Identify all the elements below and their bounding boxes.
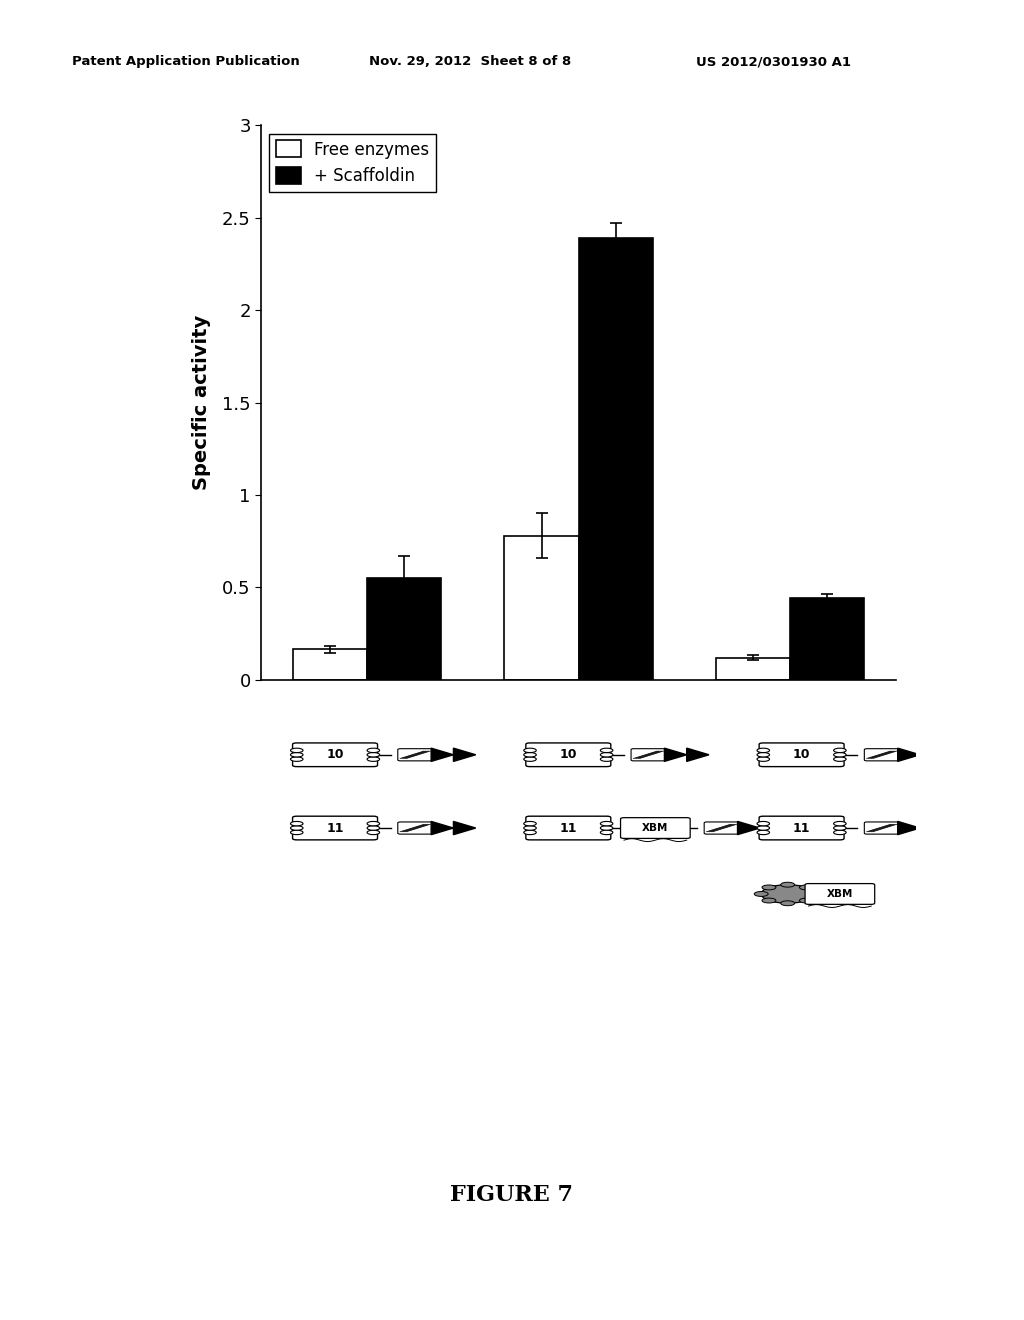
Circle shape — [600, 821, 613, 826]
Polygon shape — [431, 821, 454, 834]
Circle shape — [762, 884, 776, 890]
Text: 10: 10 — [559, 748, 578, 762]
Circle shape — [757, 826, 770, 830]
Text: 11: 11 — [327, 821, 344, 834]
Bar — [367, 578, 441, 680]
Text: Patent Application Publication: Patent Application Publication — [72, 55, 299, 69]
Circle shape — [523, 826, 537, 830]
Circle shape — [600, 752, 613, 756]
Circle shape — [780, 882, 795, 887]
Circle shape — [757, 752, 770, 756]
Text: 11: 11 — [793, 821, 810, 834]
Polygon shape — [665, 748, 687, 762]
Circle shape — [800, 898, 813, 903]
Circle shape — [757, 748, 770, 752]
FancyBboxPatch shape — [759, 816, 844, 840]
Circle shape — [291, 752, 303, 756]
FancyBboxPatch shape — [805, 883, 874, 904]
Text: Nov. 29, 2012  Sheet 8 of 8: Nov. 29, 2012 Sheet 8 of 8 — [369, 55, 571, 69]
Polygon shape — [431, 748, 454, 762]
FancyBboxPatch shape — [631, 748, 666, 760]
Circle shape — [523, 752, 537, 756]
Text: XBM: XBM — [642, 824, 669, 833]
Circle shape — [523, 821, 537, 826]
Circle shape — [757, 756, 770, 762]
Circle shape — [600, 830, 613, 834]
Circle shape — [762, 898, 776, 903]
Text: XBM: XBM — [826, 888, 853, 899]
Polygon shape — [898, 748, 920, 762]
Y-axis label: Specific activity: Specific activity — [191, 315, 211, 490]
Circle shape — [600, 748, 613, 752]
Bar — [579, 238, 652, 680]
Bar — [791, 598, 864, 680]
Circle shape — [757, 830, 770, 834]
Circle shape — [780, 900, 795, 906]
Circle shape — [523, 748, 537, 752]
Circle shape — [523, 756, 537, 762]
Bar — [716, 657, 791, 680]
Circle shape — [800, 884, 813, 890]
FancyBboxPatch shape — [397, 822, 432, 834]
Polygon shape — [920, 748, 942, 762]
Polygon shape — [454, 821, 476, 834]
Circle shape — [761, 884, 814, 903]
Bar — [505, 536, 579, 680]
Text: 10: 10 — [793, 748, 810, 762]
FancyBboxPatch shape — [864, 748, 899, 760]
Polygon shape — [687, 748, 709, 762]
Circle shape — [834, 821, 846, 826]
Circle shape — [291, 830, 303, 834]
Circle shape — [755, 891, 768, 896]
Polygon shape — [920, 821, 942, 834]
FancyBboxPatch shape — [526, 816, 610, 840]
Circle shape — [600, 756, 613, 762]
Circle shape — [834, 830, 846, 834]
Circle shape — [291, 748, 303, 752]
FancyBboxPatch shape — [293, 743, 378, 767]
Text: FIGURE 7: FIGURE 7 — [451, 1184, 573, 1205]
Circle shape — [367, 756, 380, 762]
Circle shape — [367, 830, 380, 834]
Polygon shape — [454, 748, 476, 762]
FancyBboxPatch shape — [397, 748, 432, 760]
FancyBboxPatch shape — [864, 822, 899, 834]
Circle shape — [367, 748, 380, 752]
FancyBboxPatch shape — [621, 817, 690, 838]
Circle shape — [523, 830, 537, 834]
Text: US 2012/0301930 A1: US 2012/0301930 A1 — [696, 55, 851, 69]
FancyBboxPatch shape — [293, 816, 378, 840]
Circle shape — [807, 891, 821, 896]
Polygon shape — [760, 821, 782, 834]
Legend: Free enzymes, + Scaffoldin: Free enzymes, + Scaffoldin — [269, 133, 436, 191]
Circle shape — [834, 826, 846, 830]
Circle shape — [600, 826, 613, 830]
Text: 10: 10 — [327, 748, 344, 762]
Circle shape — [834, 748, 846, 752]
FancyBboxPatch shape — [705, 822, 739, 834]
Circle shape — [367, 826, 380, 830]
Circle shape — [834, 752, 846, 756]
Text: 11: 11 — [559, 821, 578, 834]
FancyBboxPatch shape — [526, 743, 610, 767]
Circle shape — [291, 821, 303, 826]
Polygon shape — [898, 821, 920, 834]
Polygon shape — [737, 821, 760, 834]
Circle shape — [367, 821, 380, 826]
Circle shape — [291, 756, 303, 762]
Circle shape — [367, 752, 380, 756]
Circle shape — [757, 821, 770, 826]
Circle shape — [834, 756, 846, 762]
Bar — [293, 649, 367, 680]
Circle shape — [291, 826, 303, 830]
FancyBboxPatch shape — [759, 743, 844, 767]
